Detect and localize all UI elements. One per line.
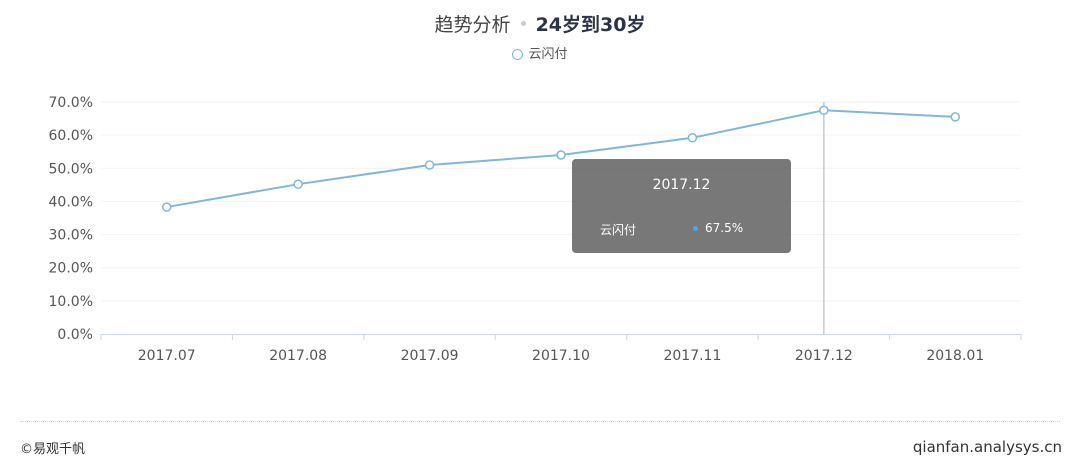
line-chart: 0.0% 10.0% 20.0% 30.0% 40.0% 50.0% 60.0% 70.0% 2…: [49, 95, 1022, 364]
tooltip-value: 67.5%: [705, 221, 744, 235]
y-tick-label: 20.0%: [49, 261, 93, 277]
tooltip-series-dot-icon: [693, 226, 698, 231]
x-tick-label: 2017.08: [269, 348, 327, 364]
title-separator-dot: [520, 21, 526, 26]
legend-label: 云闪付: [528, 47, 568, 62]
chart-title-row: 趋势分析 24岁到30岁: [0, 10, 1080, 40]
chart-legend[interactable]: 云闪付: [0, 43, 1080, 62]
tooltip-title: 2017.12: [652, 177, 711, 193]
data-point: [687, 133, 698, 143]
y-tick-label: 50.0%: [49, 161, 93, 177]
chart-subtitle: 24岁到30岁: [535, 14, 646, 36]
footer-divider: [20, 421, 1060, 422]
data-point: [293, 179, 303, 189]
x-tick-label: 2017.11: [663, 348, 721, 364]
data-point: [424, 160, 435, 170]
y-tick-label: 0.0%: [57, 327, 93, 343]
chart-title: 趋势分析: [434, 14, 511, 36]
y-tick-label: 40.0%: [49, 194, 93, 210]
data-point: [819, 105, 829, 116]
data-point: [161, 202, 172, 212]
x-tick-label: 2017.10: [532, 348, 590, 364]
x-tick-label: 2017.07: [138, 348, 196, 364]
y-tick-label: 10.0%: [49, 294, 93, 310]
y-tick-label: 60.0%: [49, 128, 93, 144]
footer-website: qianfan.analysys.cn: [912, 438, 1062, 456]
x-tick-label: 2017.09: [401, 348, 459, 364]
y-tick-label: 70.0%: [49, 95, 93, 111]
data-point: [556, 150, 566, 160]
y-tick-label: 30.0%: [49, 228, 93, 244]
legend-circle-icon: [512, 49, 524, 60]
chart-tooltip: 2017.12 云闪付 67.5%: [572, 159, 791, 253]
x-tick-label: 2018.01: [926, 348, 984, 364]
tooltip-series-name: 云闪付: [600, 223, 637, 237]
data-point: [950, 112, 961, 122]
x-tick-label: 2017.12: [795, 348, 853, 364]
footer-copyright: ©易观千帆: [20, 442, 86, 457]
